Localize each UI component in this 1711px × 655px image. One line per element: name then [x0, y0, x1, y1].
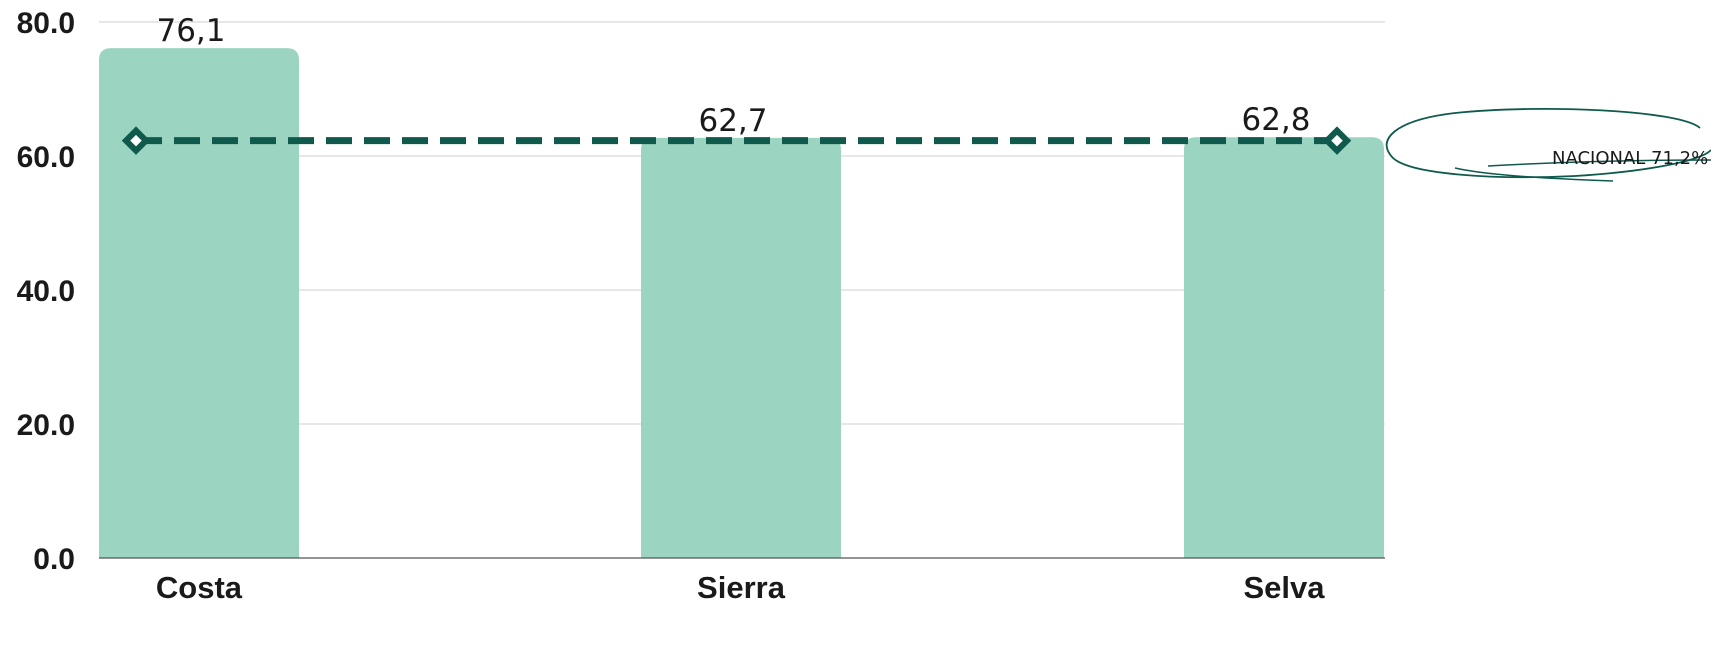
reference-line-group — [121, 126, 1352, 155]
x-axis-category-labels: Costa Sierra Selva — [156, 570, 1325, 605]
bar-value-label: 76,1 — [156, 13, 225, 49]
x-category-label: Costa — [156, 570, 243, 605]
reference-line-marker-right — [1322, 126, 1352, 155]
y-tick-label: 60.0 — [17, 141, 75, 174]
national-annotation: NACIONAL 71,2% — [1385, 107, 1711, 182]
y-tick-label: 80.0 — [17, 7, 75, 40]
bar-selva — [1184, 137, 1384, 559]
annotation-ellipse — [1385, 107, 1711, 179]
bars — [99, 48, 1384, 559]
y-axis-tick-labels: 0.0 20.0 40.0 60.0 80.0 — [17, 7, 75, 576]
y-tick-label: 20.0 — [17, 409, 75, 442]
bar-sierra — [641, 137, 841, 558]
x-category-label: Sierra — [697, 570, 786, 605]
bar-costa — [99, 48, 299, 558]
y-tick-label: 40.0 — [17, 275, 75, 308]
bar-value-labels: 76,1 62,7 62,8 — [156, 13, 1310, 139]
reference-line-marker-left — [121, 126, 151, 155]
bar-value-label: 62,8 — [1241, 102, 1310, 138]
x-category-label: Selva — [1243, 570, 1325, 605]
bar-value-label: 62,7 — [698, 103, 767, 139]
annotation-ellipse-stroke — [1454, 159, 1711, 182]
annotation-national-label: NACIONAL 71,2% — [1552, 148, 1708, 169]
y-tick-label: 0.0 — [33, 543, 75, 576]
